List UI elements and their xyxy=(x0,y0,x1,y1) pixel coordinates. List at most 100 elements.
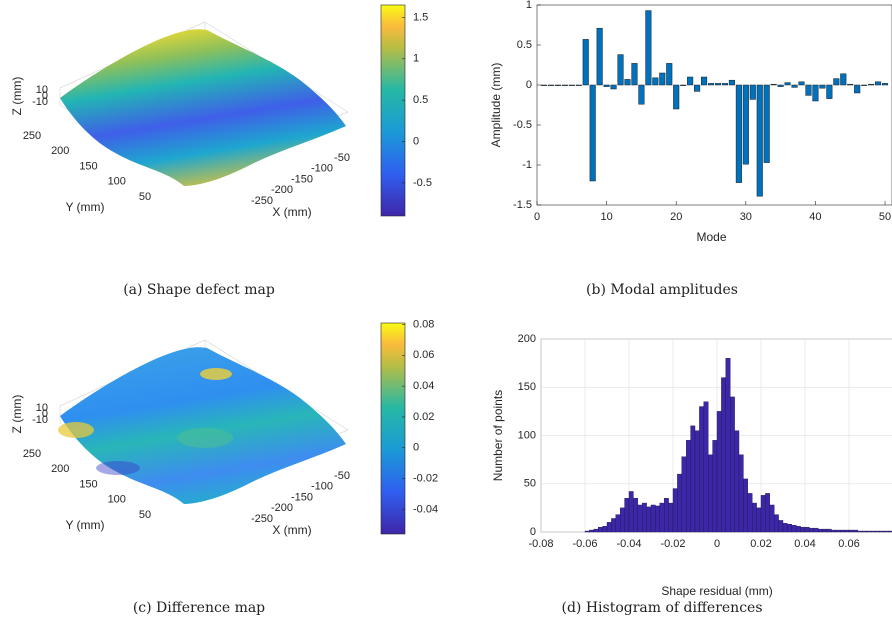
histogram-bar xyxy=(796,526,801,533)
histogram-bar xyxy=(672,488,678,533)
histogram-bar xyxy=(650,504,656,533)
histogram-bar xyxy=(826,528,832,533)
bar xyxy=(854,84,861,94)
y-tick-label: 150 xyxy=(79,478,97,490)
bar xyxy=(868,83,875,86)
bar xyxy=(791,84,798,88)
histogram-bar xyxy=(888,530,892,533)
histogram-bar xyxy=(611,518,617,533)
surface-highlight xyxy=(200,368,232,380)
histogram-bar xyxy=(699,406,705,533)
x-tick-label: 20 xyxy=(670,211,682,223)
z-tick-label: -10 xyxy=(32,96,48,108)
histogram-bar xyxy=(690,425,696,533)
histogram-bar xyxy=(782,523,788,533)
histogram-bar xyxy=(804,526,810,533)
histogram-bar xyxy=(787,524,793,533)
histogram-bar xyxy=(743,478,749,533)
bar xyxy=(707,83,715,86)
x-tick-label: -150 xyxy=(291,491,313,503)
histogram-bar xyxy=(835,529,841,533)
y-axis-label: Y (mm) xyxy=(65,518,104,532)
histogram-bar xyxy=(628,491,634,533)
caption: (d) Histogram of differences xyxy=(561,600,762,616)
x-tick-label: -50 xyxy=(334,152,350,164)
bar xyxy=(784,82,791,86)
histogram-bar xyxy=(818,528,823,533)
colorbar-tick-label: 0.06 xyxy=(413,349,434,361)
x-tick-label: 50 xyxy=(879,211,891,223)
bar xyxy=(701,76,708,86)
x-axis-label: Mode xyxy=(696,230,726,244)
x-tick-label: 0.04 xyxy=(794,538,815,550)
z-tick-label: -10 xyxy=(32,414,48,426)
bar xyxy=(770,83,777,86)
y-axis-label: Amplitude (mm) xyxy=(489,63,503,148)
surface-panel: -250-200-150-100-5025020015010050100-10X… xyxy=(10,318,438,616)
histogram-bar xyxy=(875,530,881,533)
histogram-bar xyxy=(870,530,876,533)
histogram-bar xyxy=(760,495,766,533)
z-axis-label: Z (mm) xyxy=(10,395,24,434)
histogram-bar xyxy=(765,493,771,533)
x-tick-label: -200 xyxy=(271,502,293,514)
bar xyxy=(561,84,568,86)
bar xyxy=(812,84,819,102)
bar xyxy=(547,84,554,86)
bar xyxy=(847,83,854,86)
bar xyxy=(603,84,610,87)
histogram-bar xyxy=(686,440,691,533)
histogram-bar xyxy=(584,530,590,533)
histogram-bar xyxy=(800,526,806,533)
colorbar xyxy=(380,4,406,217)
bar xyxy=(687,76,694,86)
histogram-bar xyxy=(857,530,863,533)
y-tick-label: 50 xyxy=(139,191,151,203)
bar xyxy=(721,83,728,86)
x-tick-label: 0 xyxy=(714,538,720,550)
bar xyxy=(680,84,687,86)
z-tick-label: 0 xyxy=(42,90,48,102)
histogram-bar xyxy=(848,529,854,533)
surface-panel: -250-200-150-100-5025020015010050100-10X… xyxy=(10,4,432,298)
bar xyxy=(631,63,638,86)
bar xyxy=(694,84,701,92)
y-tick-label: 200 xyxy=(51,145,69,157)
bar xyxy=(575,84,582,86)
y-tick-label: 0 xyxy=(530,526,536,538)
histogram-bar xyxy=(738,454,744,533)
histogram-bar xyxy=(615,514,621,533)
caption: (c) Difference map xyxy=(133,600,265,616)
histogram-bar xyxy=(813,527,819,533)
bar xyxy=(596,27,603,86)
bar xyxy=(582,39,589,86)
x-tick-label: -100 xyxy=(311,163,333,175)
x-tick-label: -200 xyxy=(271,184,293,196)
colorbar-tick-label: 0.08 xyxy=(413,318,434,330)
bar xyxy=(554,84,561,86)
histogram-bar xyxy=(677,473,683,533)
y-tick-label: -1 xyxy=(522,159,532,171)
plot-area xyxy=(536,4,892,206)
bar xyxy=(805,84,812,96)
histogram-bar xyxy=(809,527,815,533)
x-tick-label: -150 xyxy=(291,173,313,185)
surface-highlight xyxy=(96,461,140,475)
histogram-bar xyxy=(655,505,661,533)
x-tick-label: 0.06 xyxy=(838,538,859,550)
y-axis-label: Y (mm) xyxy=(65,200,104,214)
bar xyxy=(652,77,659,86)
histogram-bar xyxy=(747,493,753,533)
y-tick-label: -1.5 xyxy=(513,199,532,211)
y-tick-label: 200 xyxy=(518,333,536,345)
surface-highlight xyxy=(177,428,233,448)
colorbar-tick-label: 0.04 xyxy=(413,380,434,392)
y-axis-label: Number of points xyxy=(491,390,505,481)
histogram-bar xyxy=(637,504,643,533)
y-tick-label: 100 xyxy=(108,176,126,188)
histogram-bar xyxy=(620,507,625,533)
histogram-bar xyxy=(694,430,700,533)
histogram-bar xyxy=(721,377,727,533)
histogram-bar xyxy=(853,529,859,533)
colorbar-tick-label: -0.04 xyxy=(413,503,438,515)
